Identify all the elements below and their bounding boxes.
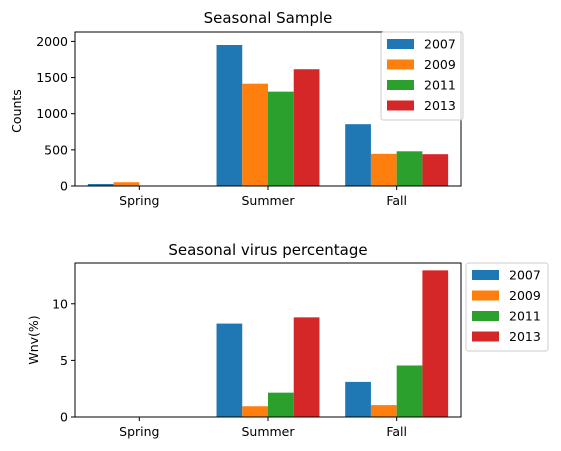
y-tick-label: 0 [60,410,68,425]
x-tick-label: Fall [386,193,407,208]
bar-fall-2009 [370,405,397,417]
legend-swatch-2009 [472,290,499,301]
legend: 2007 2009 2011 2013 [465,262,549,352]
legend-swatch-2007 [387,39,414,49]
bar-summer-2009 [242,406,268,417]
x-tick-label: Fall [386,424,407,439]
legend-label-2011: 2011 [424,78,456,93]
y-tick-label: 2000 [36,34,68,49]
y-tick-label: 0 [60,179,68,194]
legend-swatch-2013 [387,100,414,111]
bar-fall-2009 [370,153,397,186]
legend-swatch-2013 [472,331,499,342]
x-tick-label: Summer [241,193,295,208]
bar-spring-2007 [87,183,114,186]
bar-summer-2013 [293,69,320,186]
bar-fall-2013 [422,154,449,186]
bar-summer-2011 [268,91,294,186]
legend-box [465,262,549,352]
y-tick-label: 5 [60,353,68,368]
legend-box [380,31,464,121]
legend: 2007 2009 2011 2013 [380,31,464,121]
bar-summer-2013 [293,317,320,417]
bar-spring-2009 [113,182,140,186]
x-tick-label: Summer [241,424,295,439]
legend-label-2007: 2007 [509,268,541,283]
seasonal-sample-chart: Seasonal Sample Counts 0 500 1000 1500 2000 S… [9,9,464,208]
bar-fall-2013 [422,270,449,417]
bars [87,45,449,187]
chart-title: Seasonal virus percentage [168,241,367,259]
y-tick-label: 1000 [36,106,68,121]
bar-fall-2007 [345,124,371,186]
y-tick-label: 1500 [36,70,68,85]
legend-swatch-2009 [387,59,414,70]
ticks: 0 500 1000 1500 2000 Spring Summer Fall [36,34,407,208]
legend-swatch-2007 [472,270,499,280]
legend-label-2013: 2013 [509,329,541,344]
x-tick-label: Spring [119,193,159,208]
y-axis-label: Counts [9,89,24,133]
bars [216,270,449,417]
chart-title: Seasonal Sample [204,9,333,27]
bar-fall-2007 [345,381,371,417]
bar-fall-2011 [396,151,423,186]
bar-summer-2009 [242,83,268,186]
x-tick-label: Spring [119,424,159,439]
bar-fall-2011 [396,365,423,417]
legend-label-2009: 2009 [509,288,541,303]
legend-label-2013: 2013 [424,98,456,113]
y-tick-label: 500 [44,142,68,157]
legend-label-2007: 2007 [424,37,456,52]
legend-label-2009: 2009 [424,57,456,72]
seasonal-virus-percentage-chart: Seasonal virus percentage Wnv(%) 0 5 10 Spr… [26,241,549,439]
ticks: 0 5 10 Spring Summer Fall [52,296,407,439]
legend-swatch-2011 [472,311,499,321]
y-tick-label: 10 [52,296,68,311]
bar-summer-2007 [216,323,243,417]
bar-summer-2011 [268,392,294,417]
plot-frame [74,262,462,418]
legend-label-2011: 2011 [509,309,541,324]
legend-swatch-2011 [387,80,414,90]
bar-summer-2007 [216,45,243,187]
y-axis-label: Wnv(%) [26,315,41,364]
